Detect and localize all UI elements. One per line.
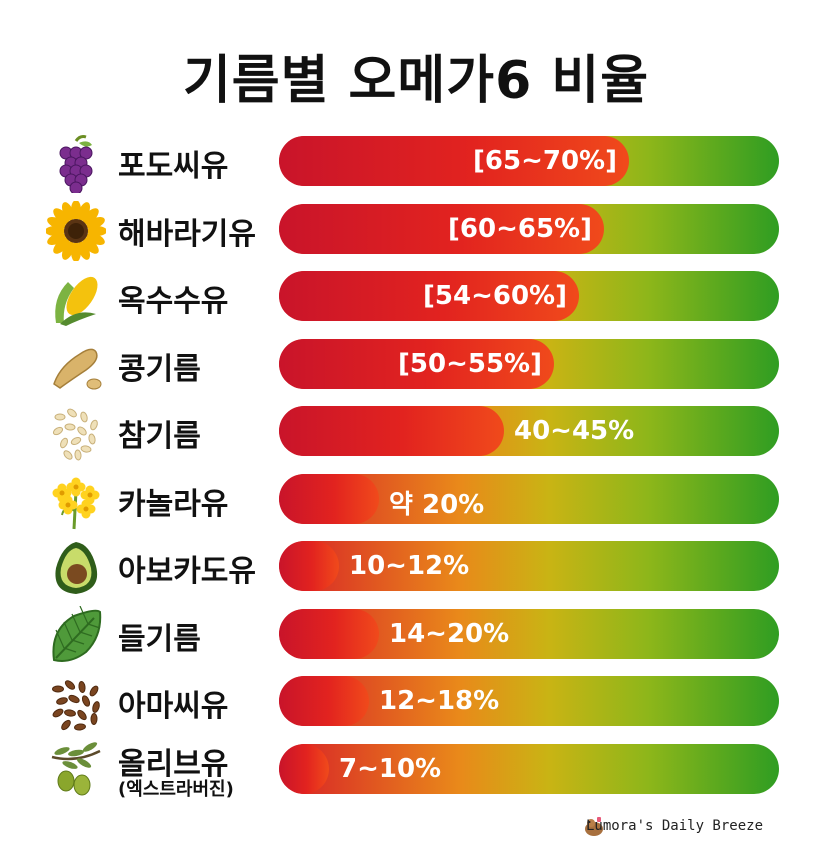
data-label: 10~12% — [349, 551, 470, 581]
chart-title: 기름별 오메가6 비율 — [182, 51, 650, 111]
bar-row: 카놀라유 약 20% — [0, 471, 832, 529]
credit-text: Lumora's Daily Breeze — [586, 818, 764, 834]
bar-row: 아마씨유 12~18% — [0, 673, 832, 731]
bar-row: 포도씨유 [65~70%] — [0, 133, 832, 195]
category-label: 참기름 — [118, 419, 201, 454]
bar-track: 10~12% — [279, 541, 779, 591]
bar-fill — [279, 676, 369, 726]
bar-fill — [279, 203, 604, 254]
bar-fill — [279, 743, 329, 794]
category-sublabel: (엑스트라버진) — [118, 778, 234, 800]
bar-track: 12~18% — [279, 676, 779, 726]
bar-fill — [279, 271, 579, 321]
olive-branch-icon — [46, 741, 106, 801]
category-label: 포도씨유 — [118, 149, 229, 184]
category-label: 해바라기유 — [118, 216, 256, 252]
category-label: 카놀라유 — [118, 486, 229, 522]
bar-row: 콩기름 [50~55%] — [0, 336, 832, 392]
data-label: 14~20% — [389, 618, 510, 649]
bar-track: 14~20% — [279, 608, 779, 659]
bar-fill — [279, 541, 339, 591]
bar-track: [54~60%] — [279, 271, 779, 321]
category-label: 아마씨유 — [118, 689, 229, 724]
data-label: 12~18% — [379, 686, 500, 716]
bar-row: 해바라기유 [60~65%] — [0, 199, 832, 262]
grapes-icon — [46, 133, 106, 195]
bar-fill — [279, 406, 504, 456]
bar-fill — [279, 608, 379, 659]
bar-fill — [279, 473, 379, 524]
bar-fill — [279, 338, 554, 389]
bar-row: 참기름 40~45% — [0, 403, 832, 461]
perilla-leaf-icon — [46, 605, 106, 666]
soybean-icon — [46, 336, 106, 396]
bar-row: 아보카도유 10~12% — [0, 538, 832, 594]
sunflower-icon — [45, 199, 107, 262]
data-label: 7~10% — [339, 753, 442, 784]
data-label: [60~65%] — [448, 213, 592, 244]
category-label: 콩기름 — [118, 351, 201, 387]
data-label: 40~45% — [514, 416, 635, 446]
corn-icon — [46, 268, 106, 328]
data-label: [54~60%] — [423, 281, 567, 311]
bar-row: 옥수수유 [54~60%] — [0, 268, 832, 326]
bar-row: 올리브유 (엑스트라버진) 7~10% — [0, 741, 832, 800]
bar-track: 7~10% — [279, 743, 779, 794]
avocado-icon — [46, 538, 106, 598]
category-label: 올리브유 — [118, 746, 229, 782]
bar-fill — [279, 136, 629, 186]
flaxseed-icon — [46, 673, 106, 733]
data-label: 약 20% — [389, 489, 485, 520]
bar-track: [65~70%] — [279, 136, 779, 186]
bar-track: 약 20% — [279, 473, 779, 524]
sesame-seeds-icon — [46, 403, 106, 463]
category-label: 옥수수유 — [118, 284, 229, 319]
bar-track: [50~55%] — [279, 338, 779, 389]
bar-track: 40~45% — [279, 406, 779, 456]
capybara-icon — [585, 817, 603, 836]
category-label: 들기름 — [118, 621, 201, 657]
bar-row: 들기름 14~20% — [0, 605, 832, 662]
category-label: 아보카도유 — [118, 554, 256, 589]
bar-track: [60~65%] — [279, 203, 779, 254]
data-label: [50~55%] — [398, 348, 542, 379]
canola-flower-icon — [46, 471, 106, 531]
data-label: [65~70%] — [473, 146, 617, 176]
